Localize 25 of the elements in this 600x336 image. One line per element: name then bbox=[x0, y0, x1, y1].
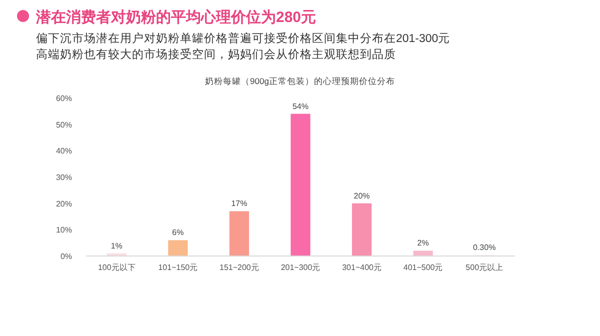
data-label: 1% bbox=[110, 241, 122, 250]
y-tick-label: 0% bbox=[60, 252, 72, 261]
data-label: 20% bbox=[354, 191, 370, 200]
y-tick-label: 10% bbox=[56, 226, 72, 235]
data-label: 2% bbox=[417, 238, 429, 248]
y-tick-label: 40% bbox=[56, 146, 72, 156]
x-tick-label: 500元以上 bbox=[466, 263, 504, 272]
y-tick-label: 20% bbox=[56, 199, 72, 208]
text: 高端奶粉也有较大的市场接受空间，妈妈们会从价格主观联想到品质 bbox=[36, 47, 396, 61]
text: 奶粉每罐（900g正常包装）的心理预期价位分布 bbox=[205, 76, 395, 86]
data-label: 54% bbox=[292, 102, 309, 111]
chart-title: 潜在消费者对奶粉的平均心理价位为280元 bbox=[35, 8, 316, 26]
x-tick-label: 100元以下 bbox=[98, 263, 136, 272]
x-tick-label: 301~400元 bbox=[342, 263, 382, 272]
data-label: 17% bbox=[231, 199, 248, 208]
x-tick-label: 201~300元 bbox=[280, 263, 320, 272]
x-tick-label: 151~200元 bbox=[220, 263, 259, 272]
y-tick-label: 60% bbox=[56, 94, 72, 103]
chart-subtitle: 偏下沉市场潜在用户对奶粉单罐价格普遍可接受价格区间集中分布在201-300元 bbox=[36, 31, 450, 45]
y-tick-label: 50% bbox=[56, 120, 72, 130]
data-label: 6% bbox=[172, 228, 184, 238]
x-tick-label: 401~500元 bbox=[403, 263, 443, 272]
data-label: 0.30% bbox=[473, 243, 496, 252]
x-tick-label: 101~150元 bbox=[158, 263, 198, 272]
y-tick-label: 30% bbox=[56, 173, 72, 182]
